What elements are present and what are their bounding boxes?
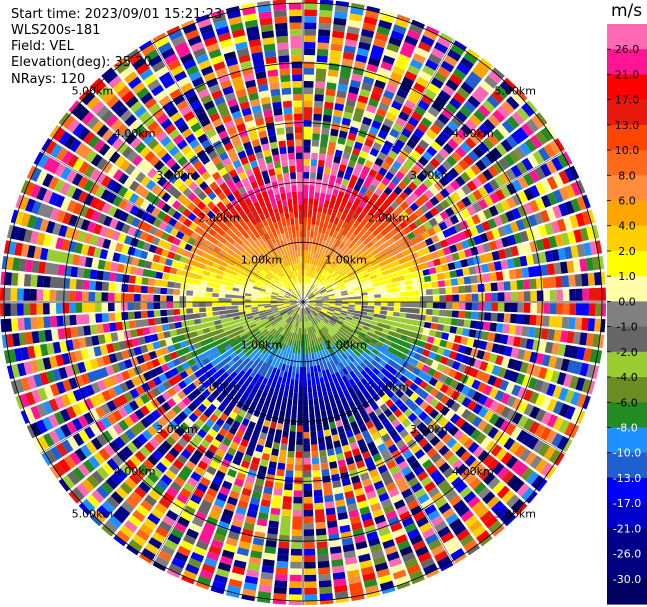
range-ring-label: 4.00km [452, 127, 494, 140]
azimuth-spoke [302, 39, 455, 303]
instrument-text: WLS200s-181 [11, 23, 101, 38]
crosshair-lines [0, 0, 606, 605]
range-ring-labels: 1.00km 1.00km 1.00km 1.00km 2.00km 2.00km 2.00… [72, 85, 536, 521]
range-ring-label: 5.00km [494, 507, 536, 520]
gate-color-group [0, 0, 603, 595]
velocity-gates [0, 0, 606, 605]
elevation-text: Elevation(deg): 35.30 [11, 55, 152, 70]
start-time-text: Start time: 2023/09/01 15:21:23 [11, 7, 223, 22]
azimuth-spoke [151, 301, 304, 565]
range-ring-label: 5.00km [494, 85, 536, 98]
range-ring-label: 1.00km [325, 338, 367, 351]
range-ring-label: 1.00km [241, 338, 283, 351]
range-ring-label: 1.00km [241, 254, 283, 267]
range-ring-label: 3.00km [410, 169, 452, 182]
range-ring-label: 5.00km [72, 507, 114, 520]
range-ring-label: 2.00km [198, 381, 240, 394]
range-ring-label: 1.00km [325, 254, 367, 267]
range-ring-label: 4.00km [114, 465, 156, 478]
range-ring-label: 5.00km [72, 85, 114, 98]
nrays-text: NRays: 120 [11, 72, 86, 87]
range-ring-label: 4.00km [452, 465, 494, 478]
range-ring-label: 3.00km [156, 169, 198, 182]
range-ring-label: 2.00km [198, 211, 240, 224]
range-ring-label: 2.00km [368, 211, 410, 224]
range-ring-label: 4.00km [114, 127, 156, 140]
gate-color-group [0, 3, 606, 605]
range-ring-label: 3.00km [410, 423, 452, 436]
azimuth-spoke [40, 301, 304, 454]
azimuth-spoke [302, 150, 566, 303]
azimuth-spoke [302, 301, 566, 454]
range-ring-label: 2.00km [368, 381, 410, 394]
azimuth-spoke [151, 39, 304, 303]
azimuth-spoke [302, 301, 455, 565]
azimuth-spoke [40, 150, 304, 303]
range-ring-label: 3.00km [156, 423, 198, 436]
field-text: Field: VEL [11, 39, 74, 54]
